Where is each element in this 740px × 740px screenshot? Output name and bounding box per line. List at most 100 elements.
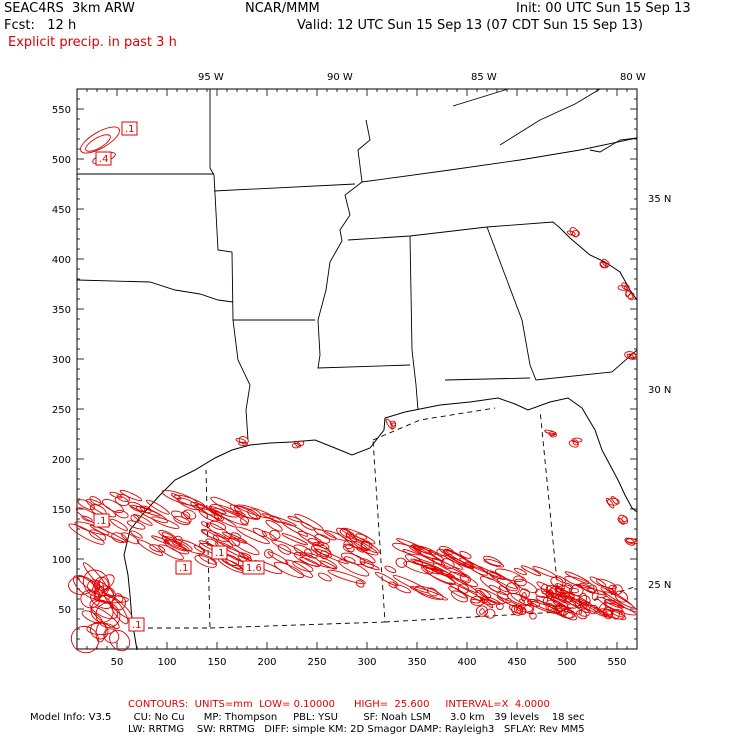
precip-contour bbox=[200, 528, 230, 543]
precip-contour bbox=[269, 515, 282, 523]
precip-contour bbox=[515, 606, 527, 615]
precip-contour bbox=[300, 521, 315, 531]
precip-contour bbox=[344, 537, 379, 556]
contour-label-box bbox=[95, 151, 112, 166]
lon-label-80w: 80 W bbox=[620, 72, 646, 83]
precip-contour bbox=[554, 603, 569, 616]
precip-contour bbox=[145, 499, 170, 515]
precip-contour bbox=[194, 554, 217, 568]
precip-contour bbox=[80, 126, 120, 154]
precip-contour bbox=[475, 590, 487, 600]
precip-contour bbox=[294, 440, 302, 448]
precip-contour bbox=[327, 569, 366, 585]
y-tick-label: 250 bbox=[52, 405, 71, 416]
precip-contour bbox=[161, 536, 193, 552]
precip-contour bbox=[600, 587, 634, 609]
precip-contour bbox=[431, 557, 467, 578]
precip-contour bbox=[90, 599, 114, 623]
precip-contour bbox=[568, 587, 580, 594]
precip-contour bbox=[605, 497, 615, 509]
coastline bbox=[123, 397, 638, 651]
y-tick-labels: 50 100 150 200 250 300 350 400 450 500 550 bbox=[52, 105, 71, 616]
x-tick-label: 200 bbox=[257, 657, 276, 668]
model-title: SEAC4RS 3km ARW bbox=[4, 1, 135, 16]
precip-contour bbox=[570, 584, 584, 597]
precip-contour bbox=[277, 544, 292, 555]
precip-contour bbox=[479, 608, 485, 615]
precip-contour bbox=[564, 595, 574, 603]
precip-contour bbox=[498, 585, 510, 593]
precip-contour bbox=[496, 596, 525, 610]
precip-contour bbox=[88, 529, 107, 541]
precip-contour bbox=[355, 580, 365, 588]
precip-contour bbox=[74, 521, 110, 536]
y-tick-label: 200 bbox=[52, 455, 71, 466]
precip-contour bbox=[102, 498, 124, 514]
precip-contour bbox=[374, 571, 399, 587]
precip-contour bbox=[532, 566, 557, 578]
precip-contour bbox=[267, 551, 289, 565]
precip-contour bbox=[589, 576, 607, 588]
precip-contour bbox=[80, 589, 101, 609]
precip-contour bbox=[285, 559, 314, 578]
model-info-physics: LW: RRTMG SW: RRTMG DIFF: simple KM: 2D … bbox=[128, 724, 585, 735]
precip-contour bbox=[596, 578, 617, 590]
contour-labels: .1 .4 .1 .1 .1 1.6 .1 bbox=[93, 121, 265, 632]
model-info: Model Info: V3.5 CU: No Cu MP: Thompson … bbox=[30, 712, 585, 723]
precip-contour bbox=[410, 544, 446, 567]
precip-contour bbox=[130, 530, 143, 539]
precip-contour bbox=[469, 565, 488, 576]
precip-contour bbox=[614, 590, 629, 603]
precip-contour bbox=[563, 611, 578, 621]
precip-contour bbox=[210, 496, 243, 515]
precip-contour bbox=[115, 509, 129, 519]
precip-contour bbox=[229, 504, 258, 520]
precip-contour bbox=[459, 551, 472, 559]
precip-contour bbox=[624, 351, 637, 360]
x-tick-label: 300 bbox=[357, 657, 376, 668]
valid-time: Valid: 12 UTC Sun 15 Sep 13 (07 CDT Sun … bbox=[297, 18, 643, 33]
precip-contour bbox=[263, 549, 274, 559]
precip-contour bbox=[210, 504, 240, 518]
precip-contour bbox=[359, 558, 375, 569]
precip-contour bbox=[312, 542, 332, 556]
x-tick-label: 150 bbox=[207, 657, 226, 668]
contour-label: .1 bbox=[215, 548, 225, 559]
contour-label-box bbox=[93, 513, 110, 528]
lon-label-90w: 90 W bbox=[327, 72, 353, 83]
precip-contour bbox=[287, 515, 302, 523]
precip-contour bbox=[294, 513, 324, 531]
precip-contour bbox=[116, 494, 131, 502]
precip-contour bbox=[625, 537, 638, 545]
precip-contour bbox=[519, 588, 530, 599]
precip-contour bbox=[86, 498, 117, 518]
precip-contour bbox=[610, 609, 626, 620]
precip-contour bbox=[212, 507, 249, 526]
x-tick-label: 250 bbox=[307, 657, 326, 668]
precip-contour bbox=[273, 561, 305, 578]
precip-contour bbox=[77, 499, 96, 510]
precip-contour bbox=[625, 290, 634, 301]
contour-label-box bbox=[211, 545, 228, 560]
precip-contour bbox=[109, 491, 123, 499]
precip-contour bbox=[201, 521, 211, 528]
precip-contour bbox=[212, 534, 233, 548]
precip-contour bbox=[425, 567, 456, 585]
y-tick-label: 100 bbox=[52, 555, 71, 566]
precip-contour bbox=[519, 598, 525, 604]
org-label: NCAR/MMM bbox=[245, 1, 320, 16]
precip-contour bbox=[90, 621, 109, 640]
precip-contour bbox=[231, 538, 260, 556]
lon-label-95w: 95 W bbox=[198, 72, 224, 83]
precip-contour bbox=[508, 604, 522, 614]
precip-contour bbox=[128, 501, 146, 513]
precip-contour bbox=[505, 582, 520, 595]
precip-contour bbox=[177, 497, 200, 511]
precip-contour bbox=[314, 548, 349, 565]
y-tick-label: 400 bbox=[52, 255, 71, 266]
y-tick-label: 300 bbox=[52, 355, 71, 366]
precip-contour bbox=[486, 596, 501, 605]
precip-contour bbox=[612, 584, 623, 595]
contours-info: CONTOURS: UNITS=mm LOW= 0.10000 HIGH= 25… bbox=[128, 699, 550, 710]
